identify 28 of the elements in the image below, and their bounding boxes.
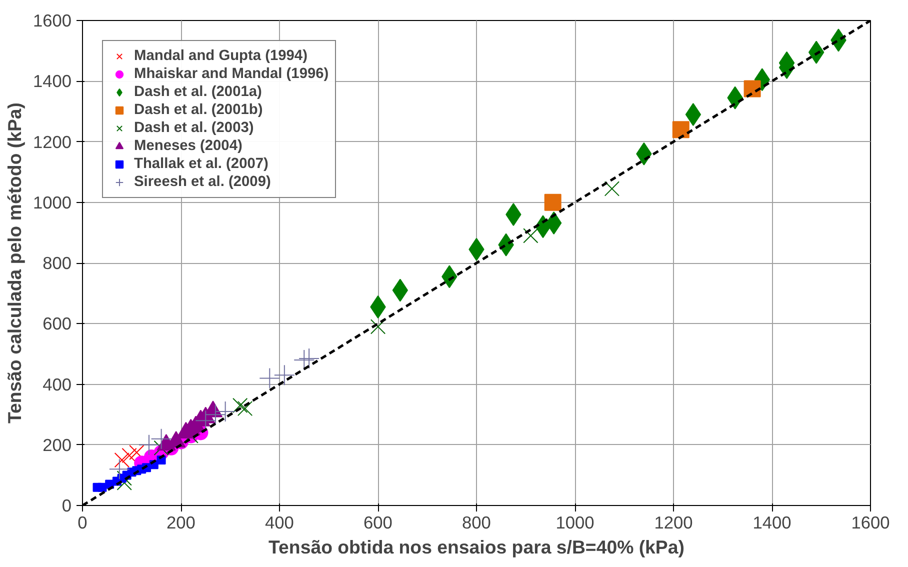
legend-label: Mhaiskar and Mandal (1996) [134, 65, 329, 83]
y-tick-label: 1600 [32, 10, 72, 30]
legend-label: Meneses (2004) [134, 137, 242, 155]
x-tick-label: 800 [462, 512, 491, 532]
y-tick-label: 1400 [32, 71, 72, 92]
y-tick-label: 400 [42, 374, 72, 394]
x-tick-label: 600 [364, 512, 392, 532]
x-tick-label: 0 [78, 512, 88, 532]
y-tick-label: 1000 [32, 192, 72, 212]
y-tick-label: 1200 [32, 132, 72, 152]
legend-label: Sireesh et al. (2009) [134, 173, 271, 191]
y-tick-label: 200 [42, 434, 72, 455]
y-tick-label: 600 [42, 314, 72, 334]
x-tick-label: 1200 [654, 512, 693, 532]
x-axis-title: Tensão obtida nos ensaios para s/B=40% (kPa) [268, 536, 684, 558]
legend-label: Mandal and Gupta (1994) [134, 47, 308, 65]
legend-label: Thallak et al. (2007) [134, 155, 268, 173]
x-tick-label: 1600 [851, 512, 890, 532]
x-tick-label: 1400 [752, 512, 792, 532]
y-tick-label: 800 [42, 253, 72, 273]
y-axis-title: Tensão calculada pelo método (kPa) [4, 102, 25, 424]
legend-label: Dash et al. (2001a) [134, 83, 262, 101]
x-tick-label: 1000 [556, 512, 594, 532]
x-tick-label: 400 [265, 512, 294, 532]
x-tick-label: 200 [166, 512, 196, 532]
legend-label: Dash et al. (2003) [134, 119, 254, 137]
legend-label: Dash et al. (2001b) [134, 101, 263, 119]
y-tick-label: 0 [62, 496, 72, 516]
